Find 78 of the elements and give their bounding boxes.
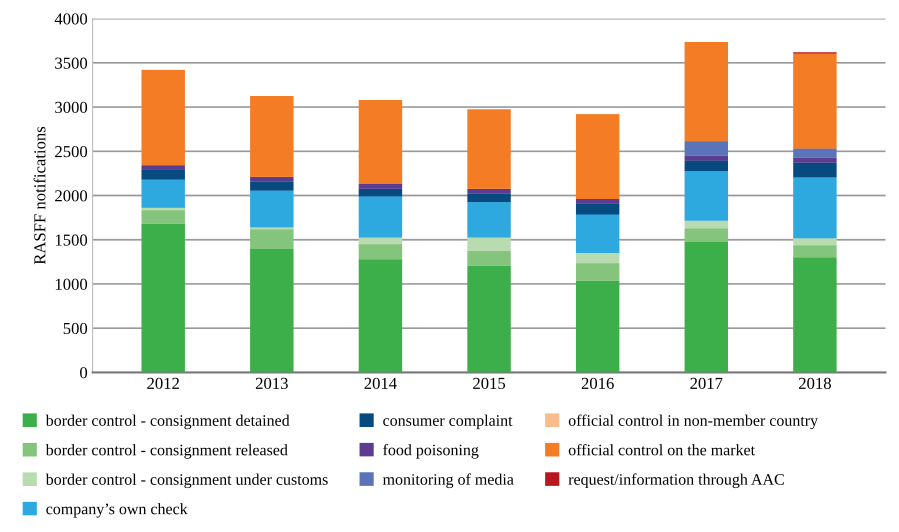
bar — [793, 54, 837, 149]
bar — [793, 245, 837, 258]
y-tick-label: 3000 — [55, 102, 88, 114]
bar — [576, 204, 620, 215]
bar — [576, 199, 620, 204]
legend-label: border control - consignment detained — [46, 414, 290, 430]
legend-label: official control on the market — [568, 444, 755, 456]
bar — [467, 188, 511, 194]
x-tick-label: 2017 — [690, 378, 722, 389]
bar — [358, 238, 402, 244]
y-tick-label: 1500 — [56, 234, 88, 246]
bar — [684, 171, 728, 221]
y-tick-label: 1000 — [56, 278, 88, 290]
x-tick-label: 2015 — [473, 378, 506, 389]
bar — [793, 238, 837, 246]
bar — [684, 220, 728, 228]
x-tick-label: 2016 — [582, 378, 614, 389]
bar — [684, 142, 728, 156]
bar — [793, 158, 837, 163]
x-tick-label: 2012 — [147, 378, 179, 389]
bar — [250, 96, 294, 177]
bar — [467, 109, 511, 189]
x-tick-label: 2014 — [364, 378, 397, 389]
legend-label: food poisoning — [383, 444, 479, 459]
bar — [793, 177, 837, 238]
legend-label: consumer complaint — [383, 414, 512, 430]
y-axis-title: RASFF notifications — [34, 126, 46, 264]
bar — [250, 230, 294, 250]
x-tick-label: 2013 — [256, 378, 288, 389]
y-tick-label: 0 — [80, 367, 88, 378]
y-tick-label: 4000 — [54, 13, 88, 25]
bar — [684, 228, 728, 242]
bar — [467, 238, 511, 251]
y-tick-label: 3500 — [55, 58, 88, 69]
bar — [684, 242, 728, 372]
bar — [250, 249, 294, 372]
bar — [576, 214, 620, 253]
bar — [793, 162, 837, 178]
legend-label: border control - consignment under customs — [46, 474, 328, 488]
bar — [358, 196, 402, 238]
bar — [141, 208, 185, 210]
bar — [467, 202, 511, 238]
bar — [141, 180, 185, 208]
bar — [358, 244, 402, 260]
y-tick-label: 500 — [64, 322, 88, 334]
legend-label: border control - consignment released — [46, 444, 288, 459]
bar — [141, 165, 185, 170]
y-tick-label: 2000 — [55, 190, 88, 202]
bar — [250, 227, 294, 230]
bar — [467, 194, 511, 202]
x-tick-label: 2018 — [798, 378, 831, 389]
bar — [141, 169, 185, 180]
bar — [250, 176, 294, 182]
bar — [358, 188, 402, 196]
legend-label: official control in non-member country — [568, 414, 818, 430]
bar — [576, 114, 620, 200]
bar — [576, 253, 620, 264]
bar — [684, 42, 728, 142]
y-tick-label: 2500 — [55, 146, 88, 158]
bar — [793, 257, 837, 372]
bar — [793, 148, 837, 158]
bar — [141, 70, 185, 166]
bar — [358, 184, 402, 189]
bar — [250, 182, 294, 191]
bar — [576, 263, 620, 281]
bar — [358, 100, 402, 184]
bar — [467, 266, 511, 372]
bar — [141, 210, 185, 224]
legend-label: request/information through AAC — [568, 473, 784, 488]
bar — [358, 259, 402, 372]
bar — [250, 190, 294, 228]
bar — [576, 280, 620, 372]
bar — [684, 160, 728, 172]
bar — [467, 250, 511, 266]
legend-label: company’s own check — [46, 503, 188, 518]
bar — [684, 156, 728, 161]
legend-label: monitoring of media — [382, 473, 514, 488]
bar — [141, 224, 185, 372]
